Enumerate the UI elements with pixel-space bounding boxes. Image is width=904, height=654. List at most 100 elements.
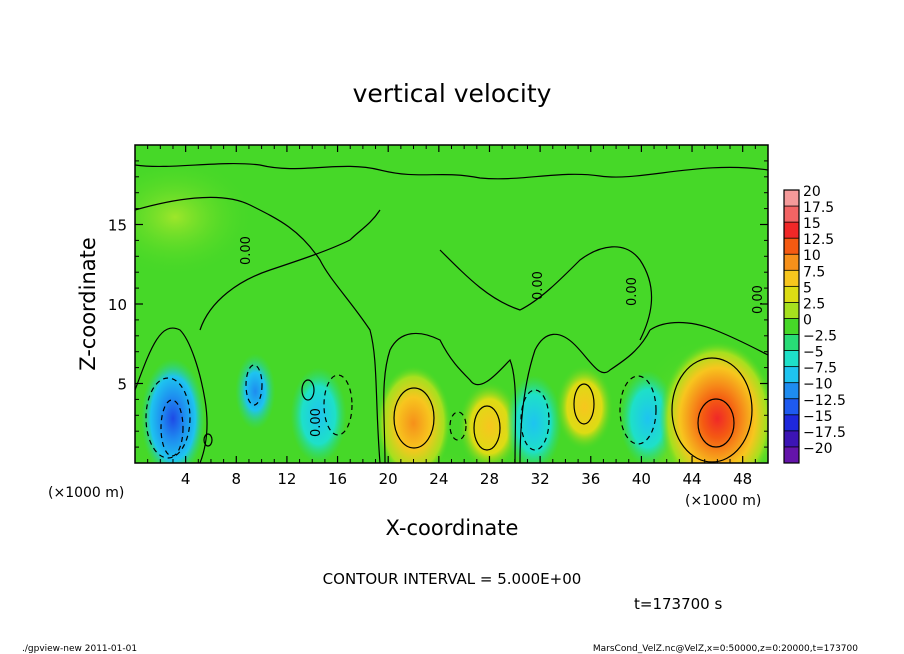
colorbar-swatch-11 [784, 366, 799, 384]
footer-right: MarsCond_VelZ.nc@VelZ,x=0:50000,z=0:2000… [593, 644, 858, 654]
x-tick-label-10: 44 [682, 470, 701, 488]
light-patch-0 [135, 157, 255, 277]
colorbar-label-15: −17.5 [803, 425, 846, 441]
colorbar-swatch-9 [784, 334, 799, 352]
zero-contour-mid [383, 332, 517, 463]
zero-contour-mid-left [135, 196, 381, 463]
colorbar-swatch-2 [784, 222, 799, 239]
contour-small-a [301, 379, 315, 401]
colorbar-swatch-16 [784, 446, 799, 464]
contour-yellow-core [473, 405, 501, 451]
colorbar-label-14: −15 [803, 409, 833, 425]
contour-labels: 0.00 0.00 0.00 0.00 0.00 [239, 236, 766, 437]
field-feature-3 [375, 365, 452, 463]
x-tick-label-5: 24 [429, 470, 448, 488]
zero-contour-plume [199, 209, 381, 331]
contour-lines [135, 162, 768, 463]
contour-label-3: 0.00 [625, 277, 640, 306]
colorbar-swatch-4 [784, 254, 799, 271]
field-feature-5 [505, 375, 562, 463]
contour-label-5: 0.00 [309, 408, 324, 437]
colorbar-swatch-8 [784, 318, 799, 336]
y-axis-title: Z-coordinate [76, 237, 100, 371]
contour-yellow-small [573, 383, 595, 425]
x-tick-label-6: 28 [480, 470, 499, 488]
colorbar-label-7: 2.5 [803, 296, 825, 312]
y-tick-label-0: 5 [117, 376, 127, 394]
contour-blue-deep [160, 399, 184, 457]
chart-title: vertical velocity [353, 79, 552, 108]
contour-cyan-b [520, 389, 550, 451]
colorbar-label-11: −7.5 [803, 361, 837, 377]
colorbar-label-5: 7.5 [803, 264, 825, 280]
field-feature-2 [290, 367, 347, 463]
x-tick-label-4: 20 [379, 470, 398, 488]
plot-area: 0.00 0.00 0.00 0.00 0.00 [135, 145, 768, 463]
y-tick-label-1: 10 [108, 296, 127, 314]
colorbar-label-12: −10 [803, 377, 833, 393]
x-tick-label-0: 4 [181, 470, 191, 488]
colorbar-swatch-3 [784, 238, 799, 255]
colorbar: 2017.51512.5107.552.50−2.5−5−7.5−10−12.5… [783, 184, 846, 464]
x-tick-label-7: 32 [531, 470, 550, 488]
field-blobs [135, 157, 768, 463]
colorbar-swatch-6 [784, 286, 799, 303]
field-feature-0 [140, 358, 205, 463]
x-unit-left: (×1000 m) [48, 485, 124, 501]
field-feature-8 [659, 340, 768, 463]
x-tick-label-3: 16 [328, 470, 347, 488]
colorbar-swatch-0 [784, 190, 799, 207]
y-axis: 5 10 15 [108, 160, 768, 448]
y-tick-label-2: 15 [108, 217, 127, 235]
field-feature-6 [555, 364, 614, 451]
contour-label-1: 0.00 [239, 236, 254, 265]
colorbar-label-2: 15 [803, 216, 821, 232]
colorbar-label-9: −2.5 [803, 329, 837, 345]
zero-contour-right-mid [519, 329, 651, 463]
footer-left: ./gpview-new 2011-01-01 [22, 644, 137, 654]
field-feature-1 [235, 353, 276, 430]
zero-contour-right [649, 321, 768, 356]
colorbar-label-8: 0 [803, 312, 812, 328]
colorbar-swatch-15 [784, 430, 799, 448]
contour-cyan-c [619, 375, 657, 445]
colorbar-swatch-12 [784, 382, 799, 400]
colorbar-swatch-1 [784, 206, 799, 223]
colorbar-swatch-5 [784, 270, 799, 287]
contour-interval: CONTOUR INTERVAL = 5.000E+00 [323, 570, 582, 588]
x-axis-title: X-coordinate [386, 516, 519, 540]
colorbar-swatch-7 [784, 302, 799, 319]
time-label: t=173700 s [634, 595, 722, 613]
contour-orange-core [393, 387, 435, 449]
contour-label-2: 0.00 [531, 271, 546, 300]
colorbar-swatch-13 [784, 398, 799, 416]
colorbar-label-3: 12.5 [803, 232, 834, 248]
contour-cyan-d [449, 411, 467, 441]
x-tick-label-1: 8 [232, 470, 242, 488]
x-tick-label-2: 12 [277, 470, 296, 488]
contour-cyan-a [323, 374, 353, 436]
colorbar-label-10: −5 [803, 345, 824, 361]
colorbar-swatch-14 [784, 414, 799, 432]
contour-blue-outer [145, 377, 191, 459]
colorbar-label-1: 17.5 [803, 200, 834, 216]
x-tick-label-11: 48 [733, 470, 752, 488]
colorbar-label-4: 10 [803, 248, 821, 264]
zero-contour-top [135, 162, 768, 180]
zero-contour-left [135, 327, 208, 463]
colorbar-label-16: −20 [803, 441, 833, 457]
x-axis: 4 8 12 16 20 24 28 32 36 40 44 48 [147, 145, 756, 488]
x-tick-label-9: 40 [632, 470, 651, 488]
x-tick-label-8: 36 [581, 470, 600, 488]
colorbar-label-6: 5 [803, 280, 812, 296]
colorbar-label-13: −12.5 [803, 393, 846, 409]
contour-red-ring [671, 357, 753, 463]
contour-small-b [203, 433, 213, 447]
zero-contour-diag [439, 246, 653, 341]
contour-red-core [697, 398, 735, 448]
contour-blue-mid [245, 364, 263, 406]
field-feature-4 [457, 380, 521, 463]
colorbar-swatch-10 [784, 350, 799, 368]
negative-contours [145, 364, 657, 459]
